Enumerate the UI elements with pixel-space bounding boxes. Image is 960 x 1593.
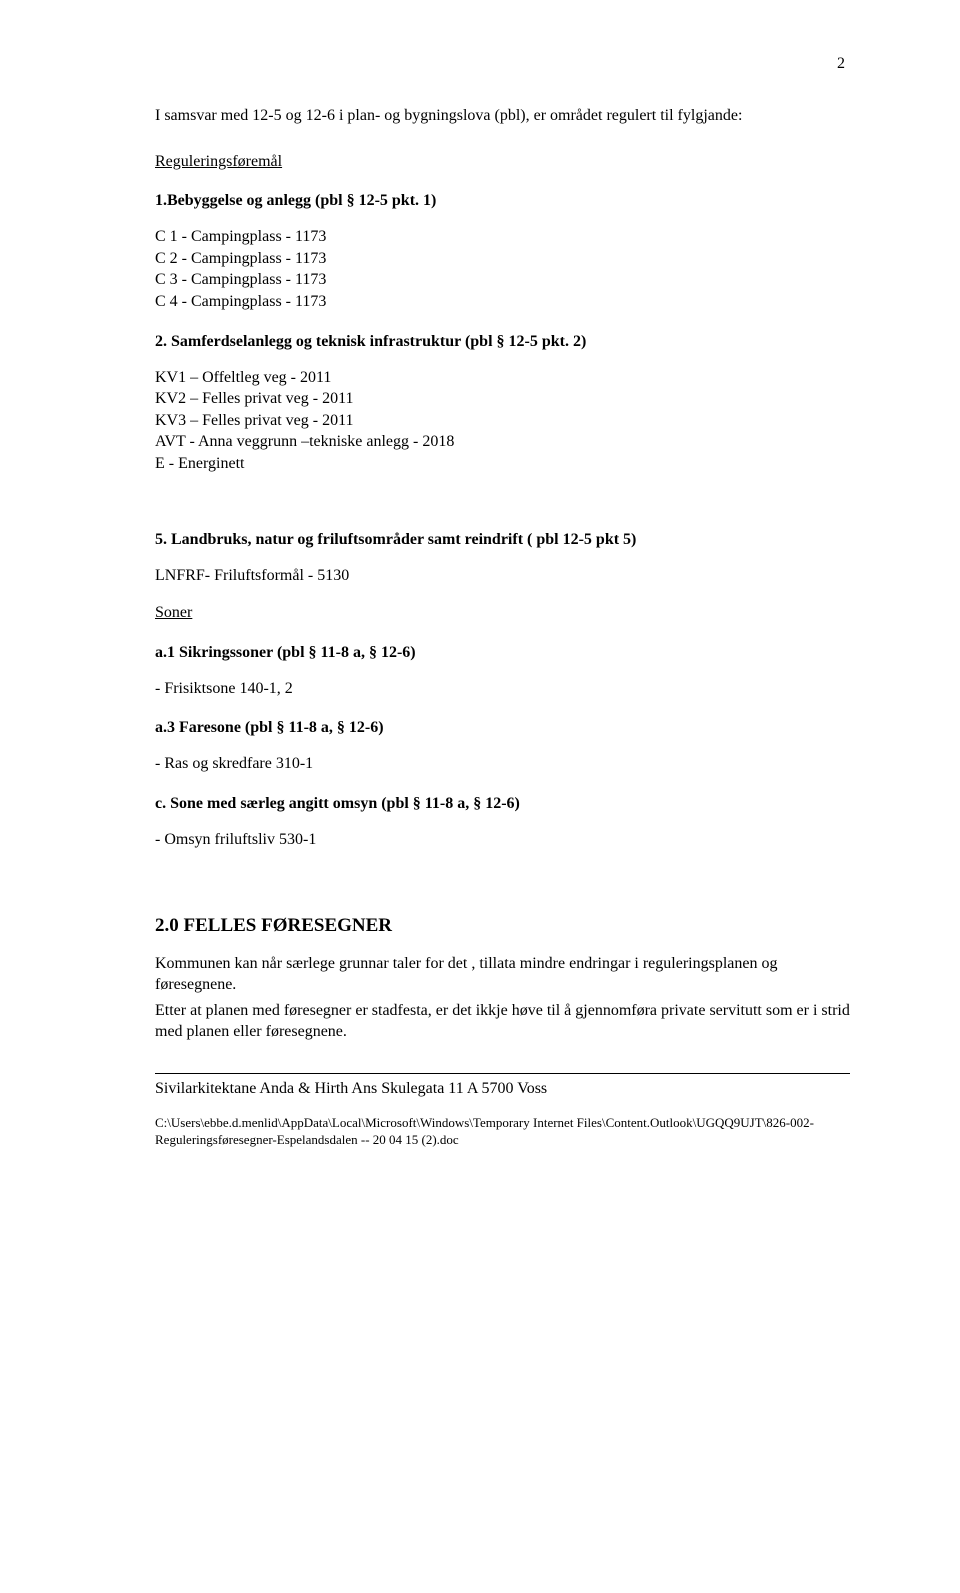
section1-list: C 1 - Campingplass - 1173 C 2 - Campingp… xyxy=(155,226,850,312)
soner-a1-item: - Frisiktsone 140-1, 2 xyxy=(155,678,850,700)
list-item: KV1 – Offeltleg veg - 2011 xyxy=(155,367,850,389)
section5-heading: 5. Landbruks, natur og friluftsområder s… xyxy=(155,531,850,549)
soner-a3-heading: a.3 Faresone (pbl § 11-8 a, § 12-6) xyxy=(155,719,850,737)
footer-path: C:\Users\ebbe.d.menlid\AppData\Local\Mic… xyxy=(155,1114,850,1149)
footer-divider xyxy=(155,1073,850,1074)
list-item: C 3 - Campingplass - 1173 xyxy=(155,269,850,291)
list-item: LNFRF- Friluftsformål - 5130 xyxy=(155,565,850,587)
list-item: C 4 - Campingplass - 1173 xyxy=(155,291,850,313)
list-item: KV3 – Felles privat veg - 2011 xyxy=(155,410,850,432)
soner-a3-item: - Ras og skredfare 310-1 xyxy=(155,753,850,775)
felles-para2: Etter at planen med føresegner er stadfe… xyxy=(155,1000,850,1043)
list-item: E - Energinett xyxy=(155,453,850,475)
list-item: C 1 - Campingplass - 1173 xyxy=(155,226,850,248)
footer-org: Sivilarkitektane Anda & Hirth Ans Skuleg… xyxy=(155,1080,850,1098)
felles-heading: 2.0 FELLES FØRESEGNER xyxy=(155,915,850,937)
document-content: I samsvar med 12-5 og 12-6 i plan- og by… xyxy=(155,105,850,1149)
soner-a1-item-block: - Frisiktsone 140-1, 2 xyxy=(155,678,850,700)
intro-paragraph: I samsvar med 12-5 og 12-6 i plan- og by… xyxy=(155,105,850,127)
soner-c-heading: c. Sone med særleg angitt omsyn (pbl § 1… xyxy=(155,795,850,813)
section2-list: KV1 – Offeltleg veg - 2011 KV2 – Felles … xyxy=(155,367,850,475)
list-item: KV2 – Felles privat veg - 2011 xyxy=(155,388,850,410)
page-number: 2 xyxy=(837,55,845,73)
soner-c-item: - Omsyn friluftsliv 530-1 xyxy=(155,829,850,851)
section2-heading: 2. Samferdselanlegg og teknisk infrastru… xyxy=(155,333,850,351)
soner-c-item-block: - Omsyn friluftsliv 530-1 xyxy=(155,829,850,851)
regulering-heading: Reguleringsføremål xyxy=(155,151,850,173)
soner-heading: Soner xyxy=(155,602,850,624)
list-item: C 2 - Campingplass - 1173 xyxy=(155,248,850,270)
soner-a3-item-block: - Ras og skredfare 310-1 xyxy=(155,753,850,775)
felles-para1: Kommunen kan når særlege grunnar taler f… xyxy=(155,953,850,996)
section5-list: LNFRF- Friluftsformål - 5130 xyxy=(155,565,850,587)
soner-a1-heading: a.1 Sikringssoner (pbl § 11-8 a, § 12-6) xyxy=(155,644,850,662)
list-item: AVT - Anna veggrunn –tekniske anlegg - 2… xyxy=(155,431,850,453)
section1-heading: 1.Bebyggelse og anlegg (pbl § 12-5 pkt. … xyxy=(155,192,850,210)
